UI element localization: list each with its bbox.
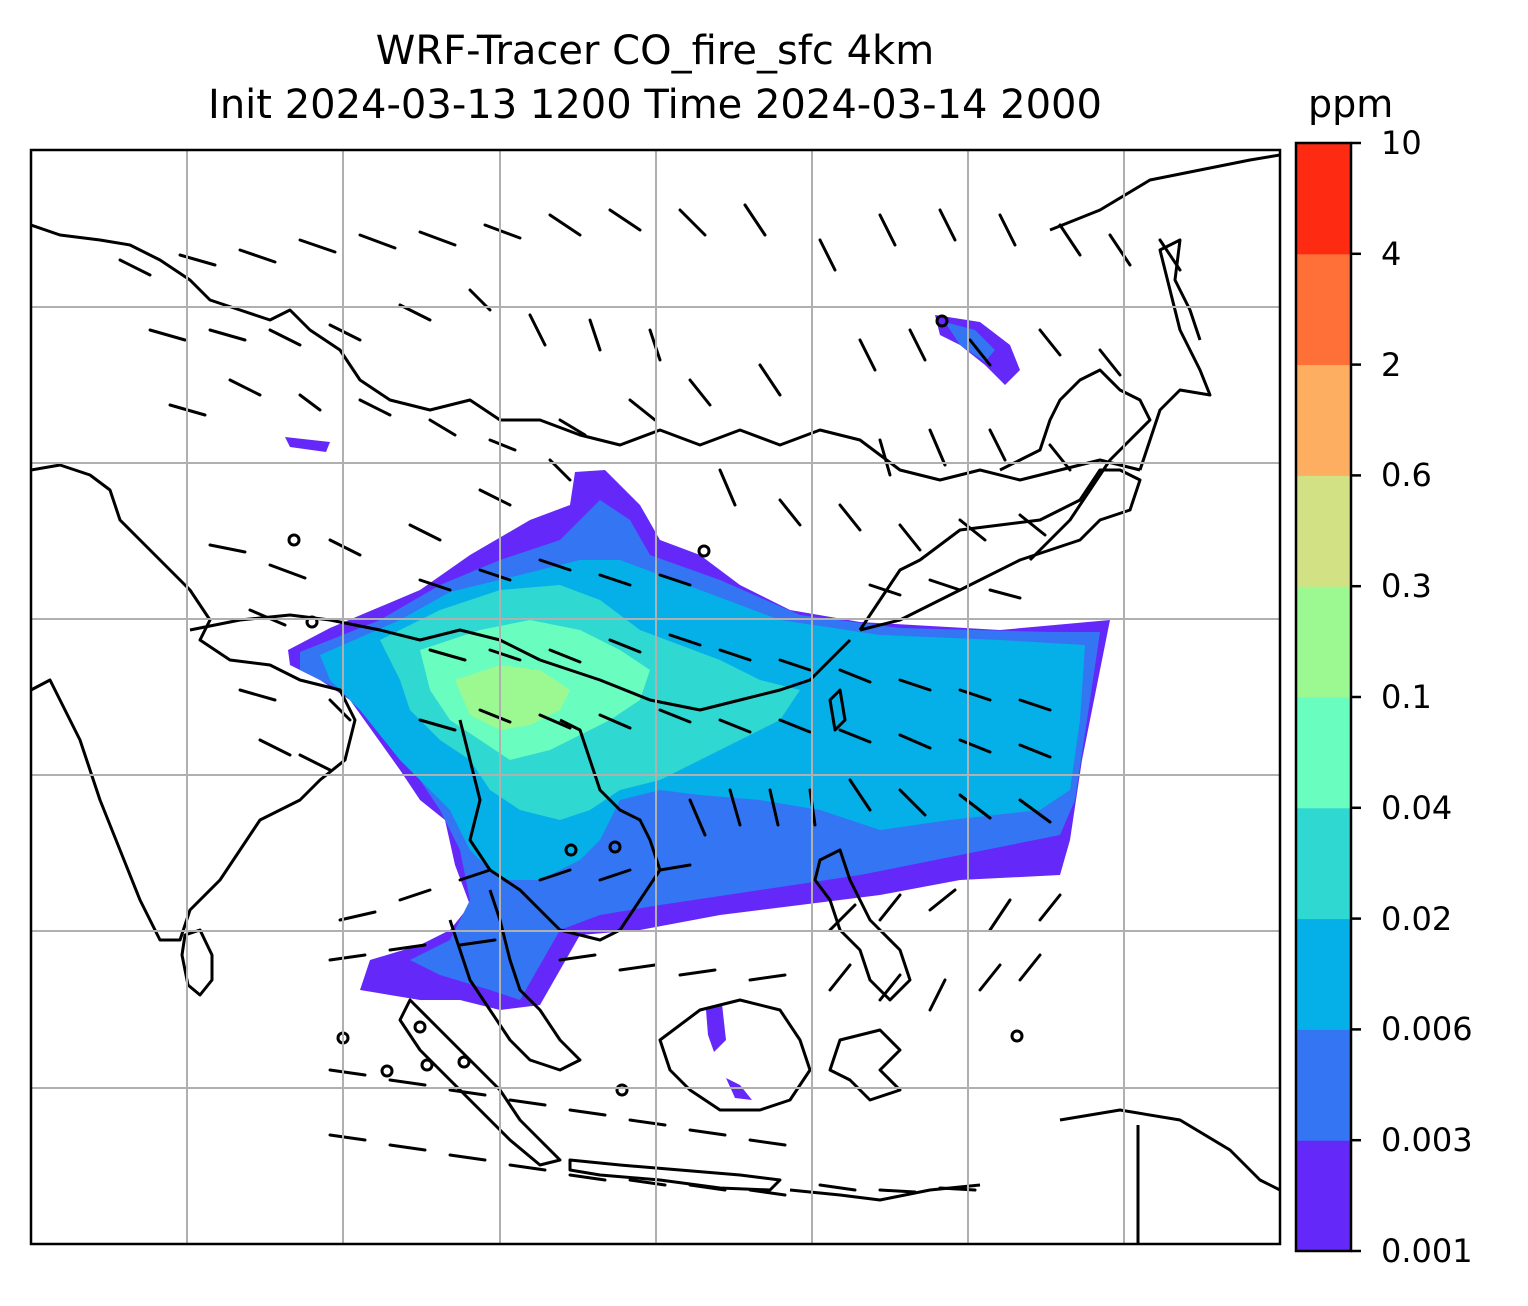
coastline-java	[568, 1158, 782, 1192]
coastline-sulawesi	[828, 1028, 902, 1102]
map-title-line2: Init 2024-03-13 1200 Time 2024-03-14 200…	[208, 82, 1102, 128]
coastline-south-china	[539, 638, 852, 712]
colorbar-tick-label: 0.006	[1381, 1010, 1473, 1049]
colorbar-band	[1296, 253, 1351, 366]
colorbar-band	[1296, 364, 1351, 476]
colorbar-band	[1296, 475, 1351, 587]
coastline-kamchatka-korea	[1138, 238, 1212, 471]
calm-markers	[287, 314, 1024, 1097]
plume-level-0.1	[455, 665, 570, 730]
coastline-borneo	[658, 998, 812, 1112]
coastline-china-east	[858, 468, 1142, 632]
colorbar-bands	[1296, 143, 1351, 1252]
colorbar-band	[1296, 586, 1351, 698]
colorbar-band	[1296, 143, 1351, 255]
coastline-philippines	[813, 848, 912, 1002]
coastline-srilanka	[180, 928, 214, 997]
colorbar-tick-label: 2	[1381, 345, 1402, 384]
coastline-taiwan	[828, 688, 847, 732]
colorbar-band	[1296, 1029, 1351, 1141]
colorbar-band	[1296, 697, 1351, 809]
plume-level-0.001-borneo-patch	[706, 1004, 726, 1052]
gridlines	[31, 150, 1280, 1244]
colorbar-tick-label: 10	[1381, 124, 1422, 162]
coastline-new-guinea	[1059, 1108, 1280, 1192]
colorbar-tick-label: 0.02	[1381, 899, 1453, 938]
colorbar-tick-label: 0.001	[1381, 1232, 1473, 1270]
colorbar-ticks	[1351, 141, 1361, 1253]
colorbar-band	[1296, 918, 1351, 1030]
colorbar-tick-label: 0.003	[1381, 1121, 1473, 1160]
plume-level-0.001-west-patch	[285, 437, 330, 452]
coastline-russia-east	[1049, 153, 1280, 232]
colorbar-tick-label: 0.3	[1381, 567, 1432, 606]
coastline-malay-peninsula	[448, 889, 582, 1072]
colorbar-tick-label: 4	[1381, 234, 1402, 273]
colorbar-band	[1296, 1140, 1351, 1252]
colorbar-tick-label: 0.1	[1381, 678, 1432, 716]
coastline-sumatra	[398, 998, 562, 1167]
coastline-india	[31, 463, 357, 942]
colorbar-band	[1296, 807, 1351, 920]
colorbar-tick-label: 0.04	[1381, 788, 1453, 827]
map-frame	[29, 148, 1282, 1246]
map-title-line1: WRF-Tracer CO_fire_sfc 4km	[375, 28, 935, 74]
colorbar-tick-label: 0.6	[1381, 456, 1432, 495]
coastline-japan	[999, 368, 1152, 562]
colorbar-unit-label: ppm	[1308, 82, 1394, 126]
